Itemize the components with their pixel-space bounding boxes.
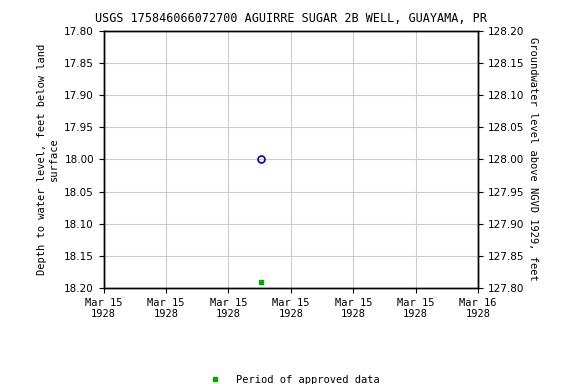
Y-axis label: Depth to water level, feet below land
surface: Depth to water level, feet below land su…: [37, 44, 59, 275]
Legend: Period of approved data: Period of approved data: [198, 371, 384, 384]
Y-axis label: Groundwater level above NGVD 1929, feet: Groundwater level above NGVD 1929, feet: [528, 38, 538, 281]
Title: USGS 175846066072700 AGUIRRE SUGAR 2B WELL, GUAYAMA, PR: USGS 175846066072700 AGUIRRE SUGAR 2B WE…: [95, 12, 487, 25]
